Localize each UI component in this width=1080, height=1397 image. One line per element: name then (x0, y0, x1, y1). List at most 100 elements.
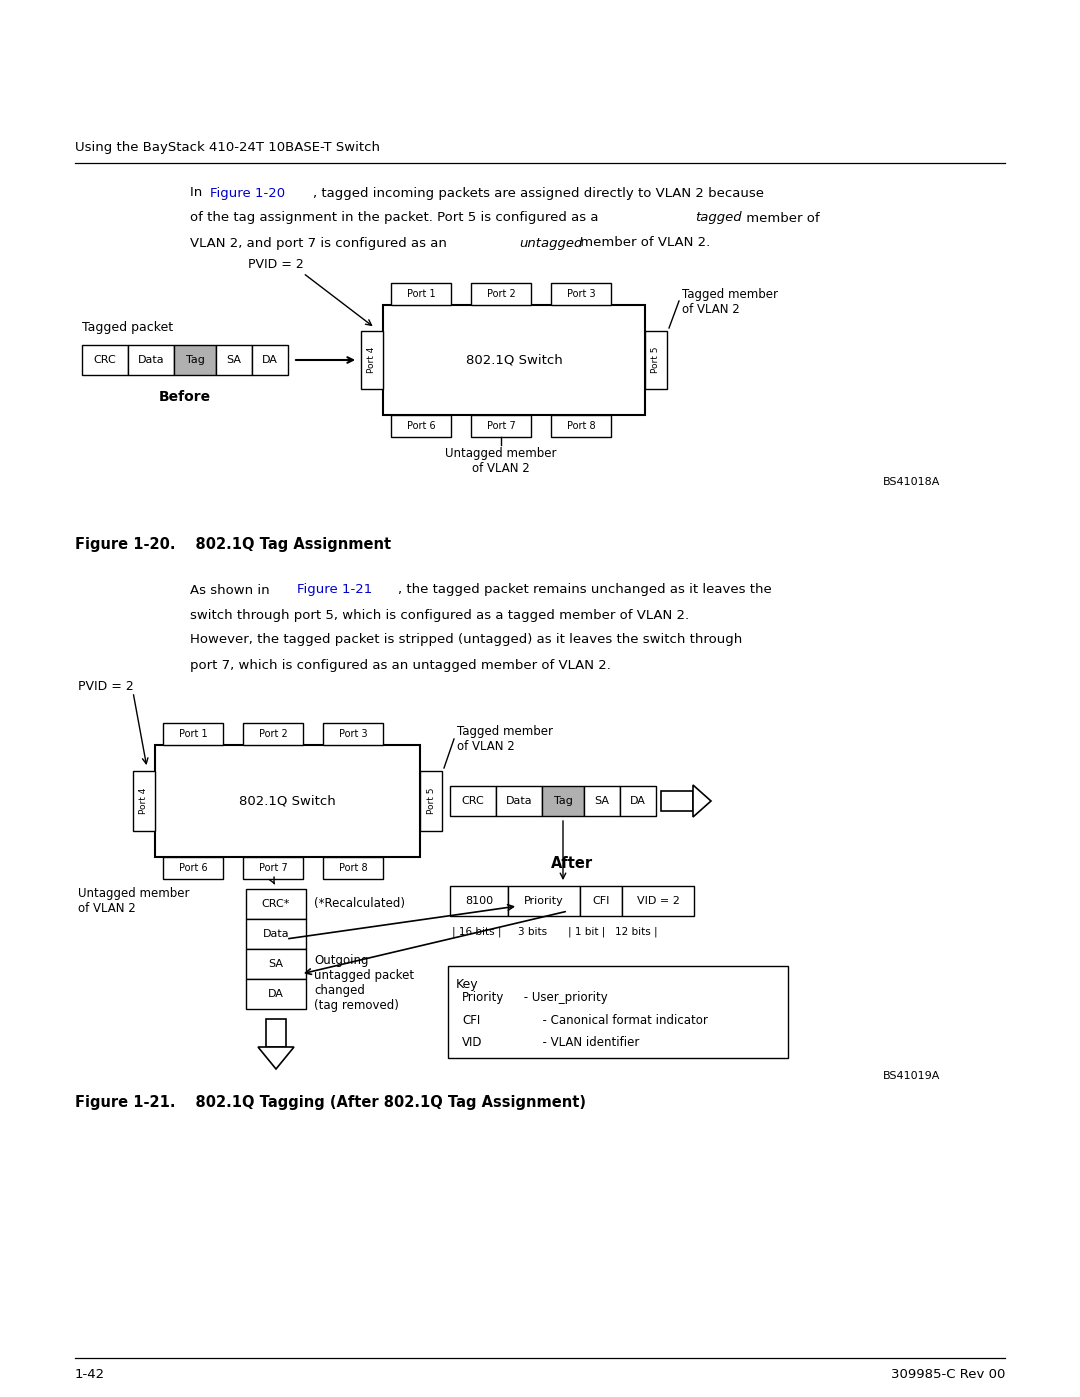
Bar (496, 787, 542, 816)
Text: Untagged member
of VLAN 2: Untagged member of VLAN 2 (78, 887, 189, 915)
Text: In: In (190, 187, 206, 200)
Bar (266, 1018, 286, 1046)
Text: Figure 1-21: Figure 1-21 (297, 584, 373, 597)
Text: port 7, which is configured as an untagged member of VLAN 2.: port 7, which is configured as an untagg… (190, 658, 611, 672)
Text: 802.1Q Tagging (After 802.1Q Tag Assignment): 802.1Q Tagging (After 802.1Q Tag Assignm… (175, 1095, 586, 1111)
Bar (246, 888, 306, 919)
Text: Port 1: Port 1 (178, 729, 207, 739)
Text: DA: DA (262, 355, 278, 365)
Text: 12 bits |: 12 bits | (615, 926, 658, 937)
Text: Port 7: Port 7 (487, 420, 515, 432)
Text: | 1 bit |: | 1 bit | (568, 926, 606, 937)
Bar (471, 415, 531, 437)
Text: Port 8: Port 8 (567, 420, 595, 432)
Bar (323, 724, 383, 745)
Text: 802.1Q Switch: 802.1Q Switch (465, 353, 563, 366)
Text: Port 6: Port 6 (178, 863, 207, 873)
Bar (661, 791, 693, 812)
Text: - User_priority: - User_priority (519, 992, 608, 1004)
Text: After: After (551, 856, 593, 872)
Text: Port 3: Port 3 (567, 289, 595, 299)
Text: Port 1: Port 1 (407, 289, 435, 299)
Text: member of: member of (742, 211, 820, 225)
Text: Port 5: Port 5 (427, 788, 435, 814)
Text: Port 2: Port 2 (258, 729, 287, 739)
Text: Untagged member
of VLAN 2: Untagged member of VLAN 2 (445, 447, 557, 475)
Bar (508, 886, 580, 916)
Bar (246, 979, 306, 1009)
Bar (580, 886, 622, 916)
Bar (323, 856, 383, 879)
Bar (361, 331, 383, 388)
Text: 802.1Q Switch: 802.1Q Switch (239, 795, 336, 807)
Text: DA: DA (268, 989, 284, 999)
Text: Port 6: Port 6 (407, 420, 435, 432)
Text: | 16 bits |: | 16 bits | (453, 926, 501, 937)
Text: Port 4: Port 4 (139, 788, 149, 814)
Text: Figure 1-21.: Figure 1-21. (75, 1095, 175, 1111)
Bar (133, 771, 156, 831)
Text: Port 8: Port 8 (339, 863, 367, 873)
Text: Data: Data (262, 929, 289, 939)
Text: Port 7: Port 7 (258, 863, 287, 873)
Polygon shape (258, 1046, 294, 1069)
Text: Port 2: Port 2 (487, 289, 515, 299)
Text: untagged: untagged (519, 236, 582, 250)
Text: BS41019A: BS41019A (882, 1071, 940, 1081)
Bar (620, 787, 656, 816)
Bar (391, 284, 451, 305)
Bar (542, 787, 584, 816)
Bar (420, 771, 442, 831)
Bar (243, 856, 303, 879)
Text: Key: Key (456, 978, 478, 990)
Text: Using the BayStack 410-24T 10BASE-T Switch: Using the BayStack 410-24T 10BASE-T Swit… (75, 141, 380, 155)
Text: PVID = 2: PVID = 2 (78, 680, 134, 693)
Bar (252, 345, 288, 374)
Text: , the tagged packet remains unchanged as it leaves the: , the tagged packet remains unchanged as… (399, 584, 772, 597)
Bar (156, 745, 420, 856)
Text: Figure 1-20: Figure 1-20 (210, 187, 285, 200)
Bar (645, 331, 667, 388)
Text: - Canonical format indicator: - Canonical format indicator (519, 1013, 707, 1027)
Text: Tagged member
of VLAN 2: Tagged member of VLAN 2 (681, 288, 778, 316)
Polygon shape (693, 785, 711, 817)
Text: CFI: CFI (462, 1013, 481, 1027)
Text: PVID = 2: PVID = 2 (248, 258, 303, 271)
Bar (450, 787, 496, 816)
Text: CFI: CFI (592, 895, 610, 907)
Text: Tagged packet: Tagged packet (82, 320, 173, 334)
Text: Port 3: Port 3 (339, 729, 367, 739)
Text: CRC: CRC (94, 355, 117, 365)
Text: However, the tagged packet is stripped (untagged) as it leaves the switch throug: However, the tagged packet is stripped (… (190, 633, 742, 647)
Bar (82, 345, 129, 374)
Text: Before: Before (159, 390, 211, 404)
Text: of the tag assignment in the packet. Port 5 is configured as a: of the tag assignment in the packet. Por… (190, 211, 603, 225)
Text: CRC*: CRC* (261, 900, 291, 909)
Text: DA: DA (630, 796, 646, 806)
Text: As shown in: As shown in (190, 584, 274, 597)
Text: switch through port 5, which is configured as a tagged member of VLAN 2.: switch through port 5, which is configur… (190, 609, 689, 622)
Text: VLAN 2, and port 7 is configured as an: VLAN 2, and port 7 is configured as an (190, 236, 451, 250)
Text: - VLAN identifier: - VLAN identifier (519, 1035, 639, 1049)
Text: 8100: 8100 (464, 895, 494, 907)
Text: Tag: Tag (186, 355, 204, 365)
Bar (246, 919, 306, 949)
Text: member of VLAN 2.: member of VLAN 2. (576, 236, 711, 250)
Text: Priority: Priority (462, 992, 504, 1004)
Bar (163, 856, 222, 879)
Text: Port 5: Port 5 (651, 346, 661, 373)
Text: 3 bits: 3 bits (518, 928, 548, 937)
Text: , tagged incoming packets are assigned directly to VLAN 2 because: , tagged incoming packets are assigned d… (313, 187, 764, 200)
Bar (584, 787, 620, 816)
Bar (174, 345, 216, 374)
Bar (129, 345, 174, 374)
Text: SA: SA (594, 796, 609, 806)
Text: SA: SA (269, 958, 283, 970)
Bar (383, 305, 645, 415)
Text: 802.1Q Tag Assignment: 802.1Q Tag Assignment (175, 538, 391, 552)
Text: VID = 2: VID = 2 (636, 895, 679, 907)
Text: Data: Data (137, 355, 164, 365)
Text: Port 4: Port 4 (367, 346, 377, 373)
Text: 1-42: 1-42 (75, 1369, 105, 1382)
Bar (246, 949, 306, 979)
